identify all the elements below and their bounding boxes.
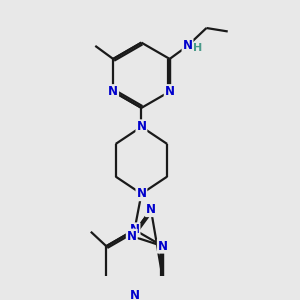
Text: N: N: [108, 85, 118, 98]
Text: N: N: [158, 240, 168, 253]
Text: N: N: [136, 120, 146, 133]
Text: N: N: [136, 187, 146, 200]
Text: N: N: [130, 224, 140, 236]
Text: N: N: [146, 203, 156, 216]
Text: N: N: [165, 85, 175, 98]
Text: H: H: [193, 43, 203, 52]
Text: N: N: [127, 230, 137, 243]
Text: N: N: [182, 39, 193, 52]
Text: N: N: [130, 289, 140, 300]
